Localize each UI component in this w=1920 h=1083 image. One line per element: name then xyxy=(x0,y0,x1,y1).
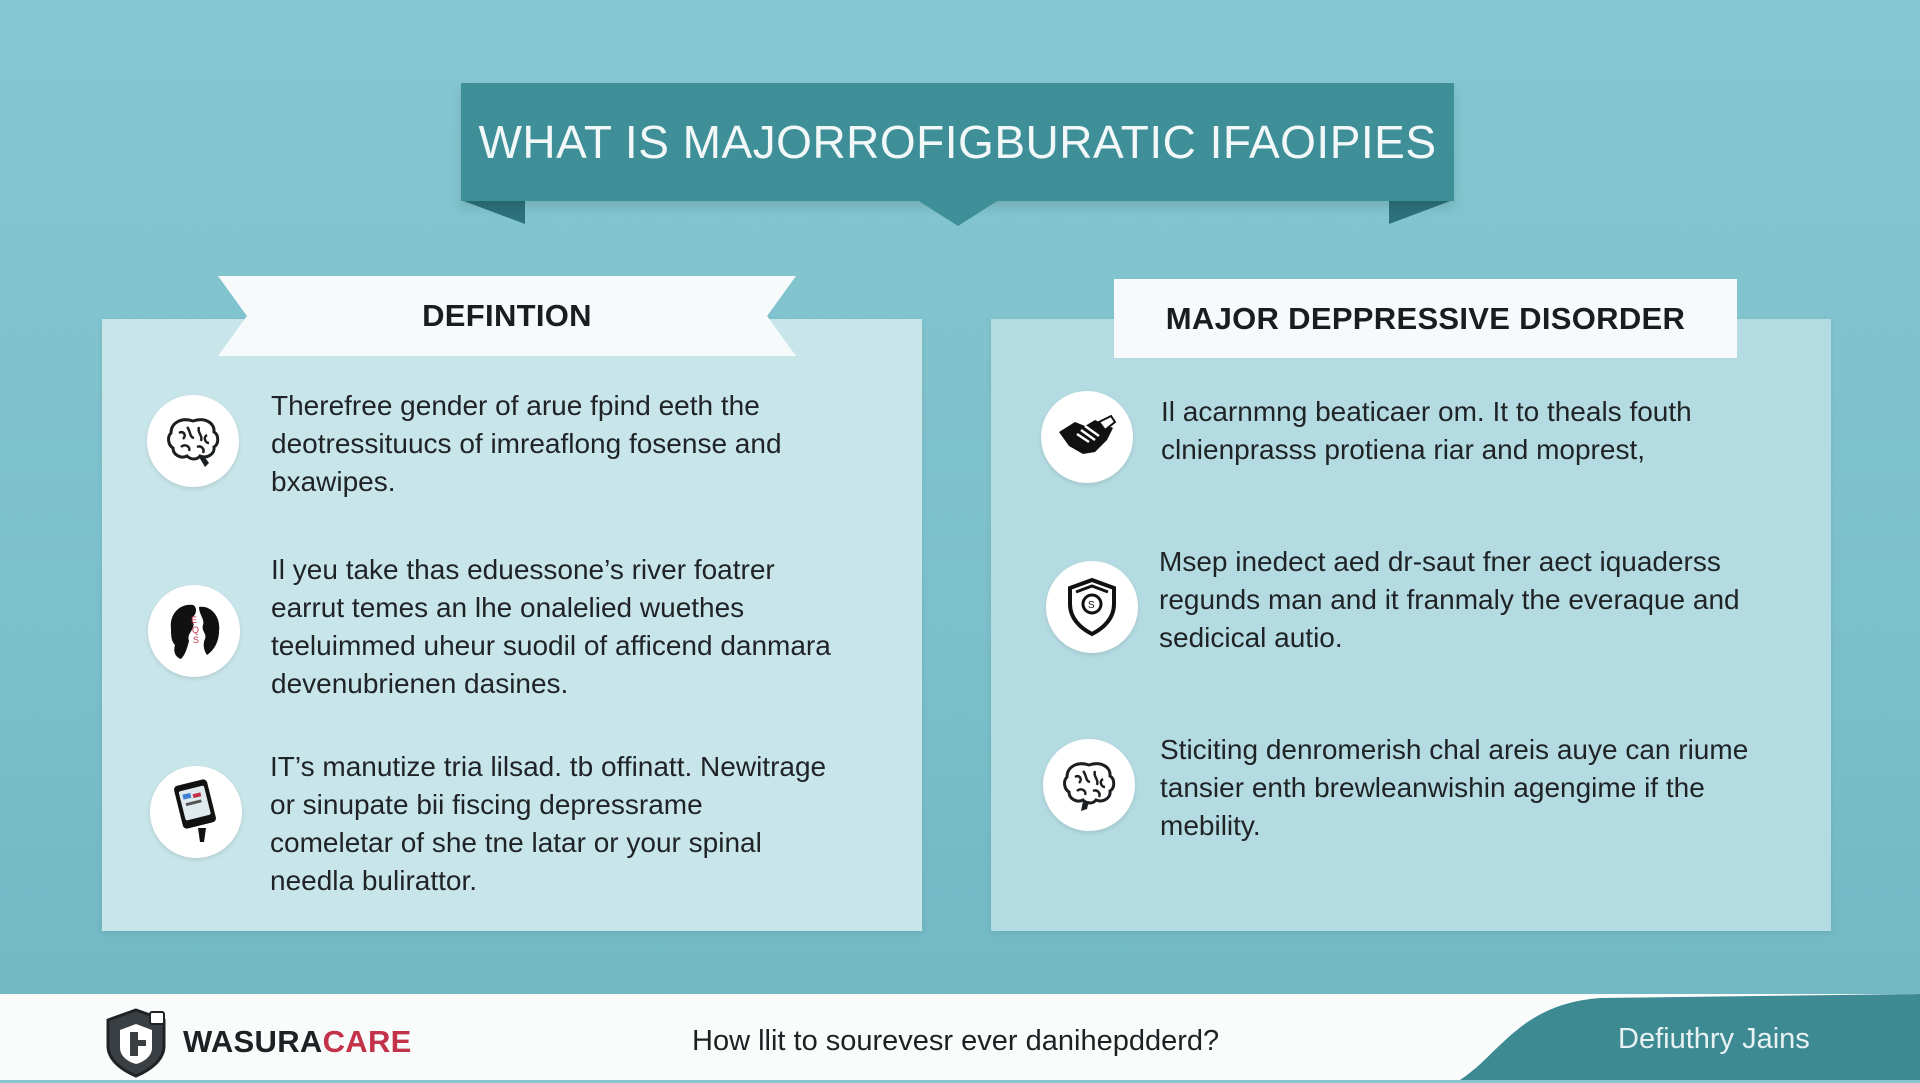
brand-part-2: CARE xyxy=(322,1024,412,1059)
text-line: needla bulirattor. xyxy=(270,865,478,896)
brain-icon xyxy=(147,395,239,487)
definition-text-3: IT’s manutize tria lilsad. tb offinatt. … xyxy=(270,748,826,900)
head-profile-icon: E Q S xyxy=(148,585,240,677)
ribbon-tail-left xyxy=(461,200,525,224)
text-line: bxawipes. xyxy=(271,466,396,497)
text-line: earrut temes an lhe onalelied wuethes xyxy=(271,592,745,623)
tablet-icon xyxy=(150,766,242,858)
ribbon-tail-right xyxy=(1389,200,1453,224)
text-line: sedicical autio. xyxy=(1159,622,1343,653)
disorder-text-1: Il acarnmng beaticaer om. It to theals f… xyxy=(1161,393,1692,469)
text-line: mebility. xyxy=(1160,810,1261,841)
handshake-icon xyxy=(1041,391,1133,483)
text-line: Il yeu take thas eduessone’s river foatr… xyxy=(271,554,775,585)
page-title: WHAT IS MAJORROFIGBURATIC IFAOIPIES xyxy=(478,116,1437,168)
svg-text:Q: Q xyxy=(192,625,199,635)
shield-logo-icon xyxy=(100,1006,172,1078)
svg-text:E: E xyxy=(191,615,197,625)
definition-text-1: Therefree gender of arue fpind eeth the … xyxy=(271,387,782,501)
text-line: teeluimmed uheur suodil of afficend danm… xyxy=(271,630,831,661)
text-line: regunds man and it franmaly the everaque… xyxy=(1159,584,1740,615)
shield-icon: S xyxy=(1046,561,1138,653)
text-line: comeletar of she tne latar or your spina… xyxy=(270,827,762,858)
footer-wave xyxy=(1460,994,1920,1080)
text-line: deotressituucs of imreaflong fosense and xyxy=(271,428,782,459)
brain-icon xyxy=(1043,739,1135,831)
disorder-text-3: Sticiting denromerish chal areis auye ca… xyxy=(1160,731,1748,845)
footer-question: How llit to sourevesr ever danihepdderd? xyxy=(692,1025,1220,1057)
text-line: IT’s manutize tria lilsad. tb offinatt. … xyxy=(270,751,827,782)
disorder-banner: MAJOR DEPPRESSIVE DISORDER xyxy=(1114,279,1737,358)
definition-heading: DEFINTION xyxy=(422,298,592,333)
brand-name: WASURACARE xyxy=(183,1024,412,1060)
brand-part-1: WASURA xyxy=(183,1024,323,1059)
text-line: devenubrienen dasines. xyxy=(271,668,569,699)
ribbon-notch xyxy=(914,198,1002,226)
disorder-heading: MAJOR DEPPRESSIVE DISORDER xyxy=(1165,300,1686,336)
svg-text:S: S xyxy=(193,635,199,645)
disorder-text-2: Msep inedect aed dr-saut fner aect iquad… xyxy=(1159,543,1740,657)
text-line: Il acarnmng beaticaer om. It to theals f… xyxy=(1161,396,1692,427)
text-line: clnienprasss protiena riar and moprest, xyxy=(1161,434,1646,465)
text-line: Msep inedect aed dr-saut fner aect iquad… xyxy=(1159,546,1721,577)
svg-text:S: S xyxy=(1088,600,1095,611)
text-line: Sticiting denromerish chal areis auye ca… xyxy=(1160,734,1749,765)
definition-banner: DEFINTION xyxy=(218,276,796,356)
definition-text-2: Il yeu take thas eduessone’s river foatr… xyxy=(271,551,831,703)
footer-right-text: Defiuthry Jains xyxy=(1618,1023,1810,1055)
text-line: Therefree gender of arue fpind eeth the xyxy=(271,390,760,421)
text-line: tansier enth brewleanwishin agengime if … xyxy=(1160,772,1705,803)
title-ribbon: WHAT IS MAJORROFIGBURATIC IFAOIPIES xyxy=(461,83,1454,201)
text-line: or sinupate bii fiscing depressrame xyxy=(270,789,703,820)
